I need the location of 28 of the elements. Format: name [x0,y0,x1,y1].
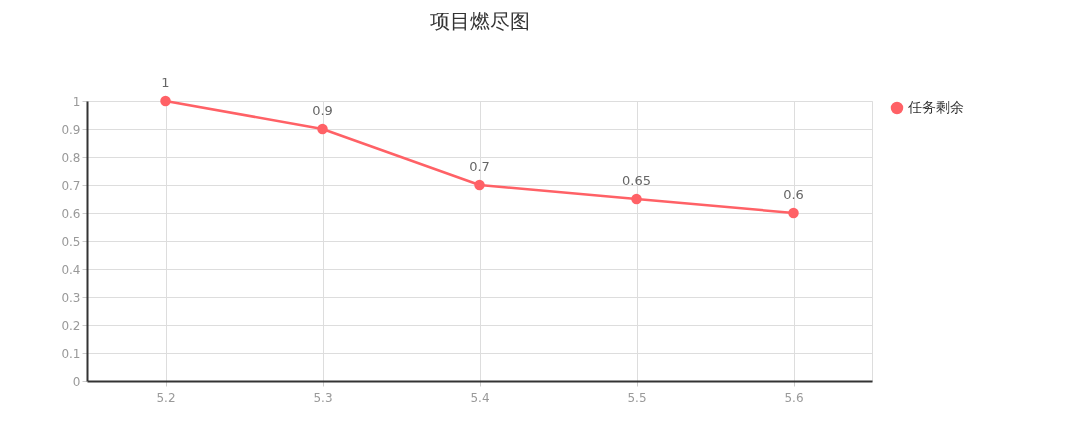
y-tick-label: 0.2 [61,318,81,333]
x-tick-label: 5.4 [470,390,490,405]
x-tick-label: 5.3 [313,390,333,405]
data-label: 0.65 [622,173,651,188]
x-tick-label: 5.5 [627,390,647,405]
data-label: 0.9 [312,103,333,118]
y-tick-label: 0.8 [61,150,81,165]
y-tick-label: 0.1 [61,346,81,361]
y-tick-label: 0.3 [61,290,81,305]
y-tick-label: 0 [72,374,81,389]
point [317,123,328,135]
y-tick-label: 0.9 [61,122,81,137]
x-tick-label: 5.2 [156,390,176,405]
y-tick-label: 0.4 [61,262,81,277]
point [788,207,799,219]
point [474,179,485,191]
y-tick-label: 0.5 [61,234,81,249]
point [631,193,642,205]
data-label: 1 [161,75,170,90]
chart-title: 项目燃尽图 [429,9,530,33]
point [160,95,171,107]
data-label: 0.7 [469,159,490,174]
y-tick-label: 0.6 [61,206,81,221]
x-tick-label: 5.6 [784,390,804,405]
legend-label: 任务剩余 [907,99,964,115]
y-tick-label: 1 [72,94,81,109]
y-tick-label: 0.7 [61,178,81,193]
data-label: 0.6 [783,187,804,202]
